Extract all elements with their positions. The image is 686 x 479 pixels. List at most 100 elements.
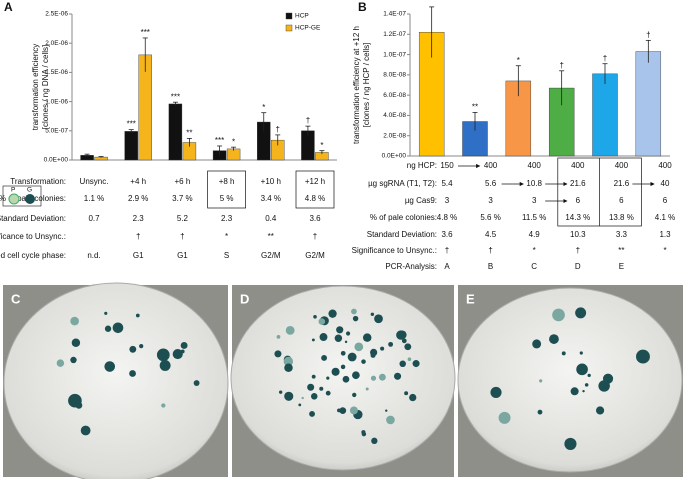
colony — [339, 407, 347, 414]
legend-icon-label: P — [11, 187, 15, 194]
panel-label: B — [358, 0, 367, 14]
row-label: ng HCP: — [407, 161, 437, 170]
colony — [537, 409, 543, 415]
colony — [129, 345, 137, 353]
colony — [365, 387, 369, 391]
row-label: Assumed cell cycle phase: — [0, 251, 66, 260]
colony — [354, 342, 364, 352]
table-cell: 4.1 % — [655, 213, 675, 222]
significance-mark: ** — [186, 129, 192, 138]
table-cell: n.d. — [87, 251, 100, 260]
photo-label: C — [11, 291, 21, 306]
significance-mark: *** — [215, 136, 224, 145]
table-cell: 21.6 — [570, 179, 586, 188]
colony — [584, 383, 589, 387]
colony — [539, 379, 543, 383]
colony — [298, 403, 302, 407]
table-cell: 3.7 % — [172, 194, 192, 203]
colony — [404, 343, 412, 351]
table-cell: * — [225, 232, 228, 241]
table-cell: 6 — [576, 196, 581, 205]
colony — [404, 391, 409, 396]
row-label: % of pale colonies: — [370, 213, 437, 222]
colony — [274, 350, 282, 358]
table-cell: 3.6 — [441, 230, 453, 239]
table-cell: D — [575, 262, 581, 271]
colony — [104, 325, 112, 332]
table-cell: 400 — [571, 161, 585, 170]
colony — [579, 351, 583, 355]
colony — [328, 309, 337, 318]
y-tick-label: 1.0E-07 — [383, 51, 406, 58]
colony — [351, 308, 357, 315]
colony — [70, 316, 79, 326]
table-cell: 40 — [661, 179, 670, 188]
row-label: Transformation: — [10, 177, 66, 186]
table-cell: 11.5 % — [522, 213, 546, 222]
table-cell: C — [531, 262, 537, 271]
table-cell: 0.4 — [265, 214, 277, 223]
colony — [352, 315, 359, 322]
colony — [352, 392, 357, 398]
colony — [311, 374, 316, 379]
table-cell: 3.3 — [616, 230, 628, 239]
panel-label: A — [4, 0, 13, 14]
row-label: µg Cas9: — [405, 196, 437, 205]
significance-mark: † — [603, 54, 607, 63]
colony — [370, 348, 378, 357]
colony — [362, 333, 372, 342]
colony — [587, 373, 591, 378]
legend-icon-frame — [2, 185, 42, 207]
table-cell: 3.6 — [309, 214, 321, 223]
y-axis-label: transformation efficiency — [31, 44, 40, 131]
table-cell: 3 — [532, 196, 537, 205]
colony — [104, 311, 108, 315]
colony — [388, 341, 394, 347]
table-cell: 5 % — [220, 194, 234, 203]
colony — [112, 322, 124, 334]
table-cell: B — [488, 262, 493, 271]
table-cell: 4.8 % — [437, 213, 457, 222]
colony — [344, 340, 348, 344]
colony — [284, 363, 293, 372]
significance-mark: * — [232, 137, 235, 146]
colony — [575, 307, 587, 319]
photos: C D E — [3, 282, 683, 479]
row-label: Significance to Unsync.: — [352, 246, 437, 255]
colony — [307, 383, 315, 391]
colony — [347, 352, 357, 362]
table-cell: 400 — [484, 161, 498, 170]
table-cell: 1.1 % — [84, 194, 104, 203]
colony — [309, 410, 315, 417]
colony — [71, 338, 81, 347]
y-axis-label: [clones / ng DNA / cells] — [41, 45, 50, 129]
legend-icon-label: G — [27, 187, 32, 194]
colony — [340, 350, 346, 356]
colony — [532, 339, 542, 349]
table-cell: † — [180, 232, 184, 241]
colony — [313, 314, 317, 319]
colony — [180, 342, 188, 349]
table-cell: 400 — [528, 161, 542, 170]
green-colony — [25, 194, 35, 204]
colony — [598, 380, 610, 392]
colony — [129, 370, 136, 377]
y-tick-label: 1.5E-06 — [45, 69, 68, 76]
significance-mark: † — [559, 61, 563, 70]
table-cell: † — [313, 232, 317, 241]
colony — [301, 396, 304, 400]
x-tick-label: +12 h — [305, 177, 325, 186]
table-cell: 3.4 % — [261, 194, 281, 203]
colony — [156, 348, 170, 362]
colony — [172, 349, 183, 360]
colony — [346, 331, 351, 336]
significance-mark: † — [306, 116, 310, 125]
colony — [361, 430, 366, 435]
y-tick-label: 8.0E-08 — [383, 72, 406, 79]
significance-mark: † — [646, 30, 650, 39]
colony — [564, 437, 577, 450]
table-cell: * — [663, 246, 666, 255]
table-cell: 3 — [445, 196, 450, 205]
table-cell: † — [445, 246, 449, 255]
colony — [80, 425, 91, 436]
